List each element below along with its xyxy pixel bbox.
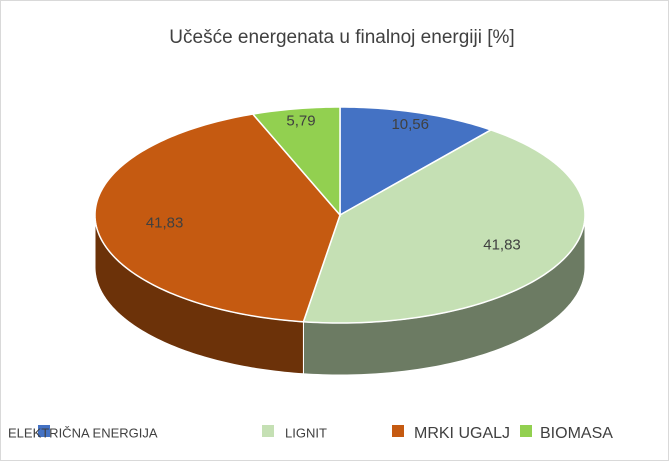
- legend-label: ELEKTRIČNA ENERGIJA: [8, 425, 158, 440]
- data-label: 41,83: [483, 237, 521, 254]
- pie-slice: [251, 106, 341, 218]
- chart-title: Učešće energenata u finalnoj energiji [%…: [169, 27, 514, 48]
- pie-slice: [94, 113, 341, 323]
- pie-slice: [339, 106, 493, 217]
- data-label: 10,56: [391, 116, 429, 133]
- legend-marker: [262, 425, 274, 437]
- legend-label: MRKI UGALJ: [414, 425, 510, 442]
- pie-slice: [302, 129, 586, 324]
- data-label: 41,83: [146, 214, 184, 231]
- legend-marker: [520, 425, 532, 437]
- legend-label: BIOMASA: [540, 425, 613, 442]
- data-label: 5,79: [286, 112, 315, 129]
- legend-marker: [38, 425, 50, 437]
- legend-marker: [392, 425, 404, 437]
- legend-label: LIGNIT: [285, 425, 327, 440]
